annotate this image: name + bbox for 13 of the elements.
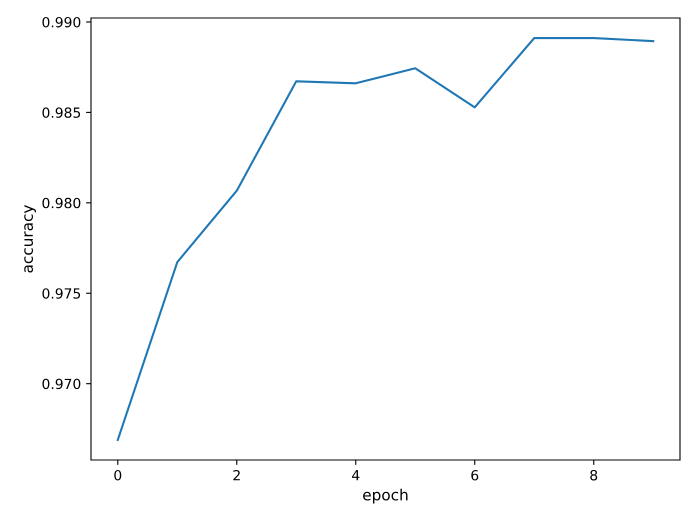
x-tick-label: 8 [590,470,598,480]
y-tick-label: 0.975 [42,288,80,299]
x-axis-title: epoch [363,488,408,504]
y-tick-label: 0.980 [42,198,80,208]
x-tick-label: 6 [471,470,478,480]
y-axis-title: accuracy [24,204,36,273]
x-tick-label: 4 [352,470,360,480]
y-tick-label: 0.985 [42,107,80,118]
line-series [116,37,654,441]
x-tick-label: 2 [233,470,240,480]
x-tick-label: 0 [114,470,122,480]
y-tick-label: 0.990 [42,16,80,28]
y-tick-label: 0.970 [42,378,80,390]
